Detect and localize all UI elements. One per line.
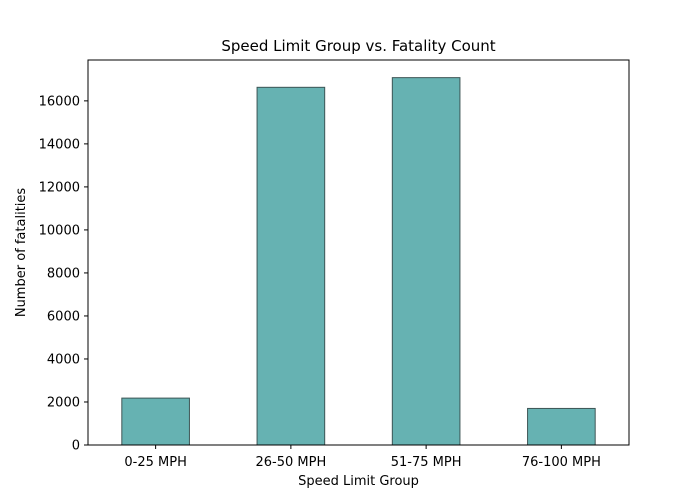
y-tick-label: 6000	[47, 309, 80, 324]
y-tick-label: 0	[72, 439, 80, 454]
y-tick-label: 14000	[39, 137, 80, 152]
bar-1	[256, 86, 326, 446]
y-axis-label: Number of fatalities	[14, 188, 29, 318]
y-tick-label: 12000	[39, 180, 80, 195]
y-axis-ticks: 0 2000 4000 6000 8000 10000 12000 14000 16000	[39, 94, 88, 454]
x-axis-label: Speed Limit Group	[298, 474, 419, 489]
y-tick-label: 10000	[39, 223, 80, 238]
x-tick-label: 0-25 MPH	[124, 455, 186, 470]
y-tick-label: 16000	[39, 94, 80, 109]
bar-0	[121, 397, 190, 446]
plot-frame	[87, 59, 630, 446]
bar-2	[391, 77, 461, 446]
x-tick-label: 26-50 MPH	[256, 455, 327, 470]
bar-3	[527, 407, 596, 446]
x-tick-label: 51-75 MPH	[391, 455, 462, 470]
x-axis-ticks: 0-25 MPH 26-50 MPH 51-75 MPH 76-100 MPH	[124, 445, 601, 470]
x-tick-label: 76-100 MPH	[522, 455, 601, 470]
chart-title: Speed Limit Group vs. Fatality Count	[221, 37, 495, 55]
bars-group	[121, 77, 596, 446]
y-tick-label: 8000	[47, 266, 80, 281]
y-tick-label: 4000	[47, 352, 80, 367]
y-tick-label: 2000	[47, 395, 80, 410]
